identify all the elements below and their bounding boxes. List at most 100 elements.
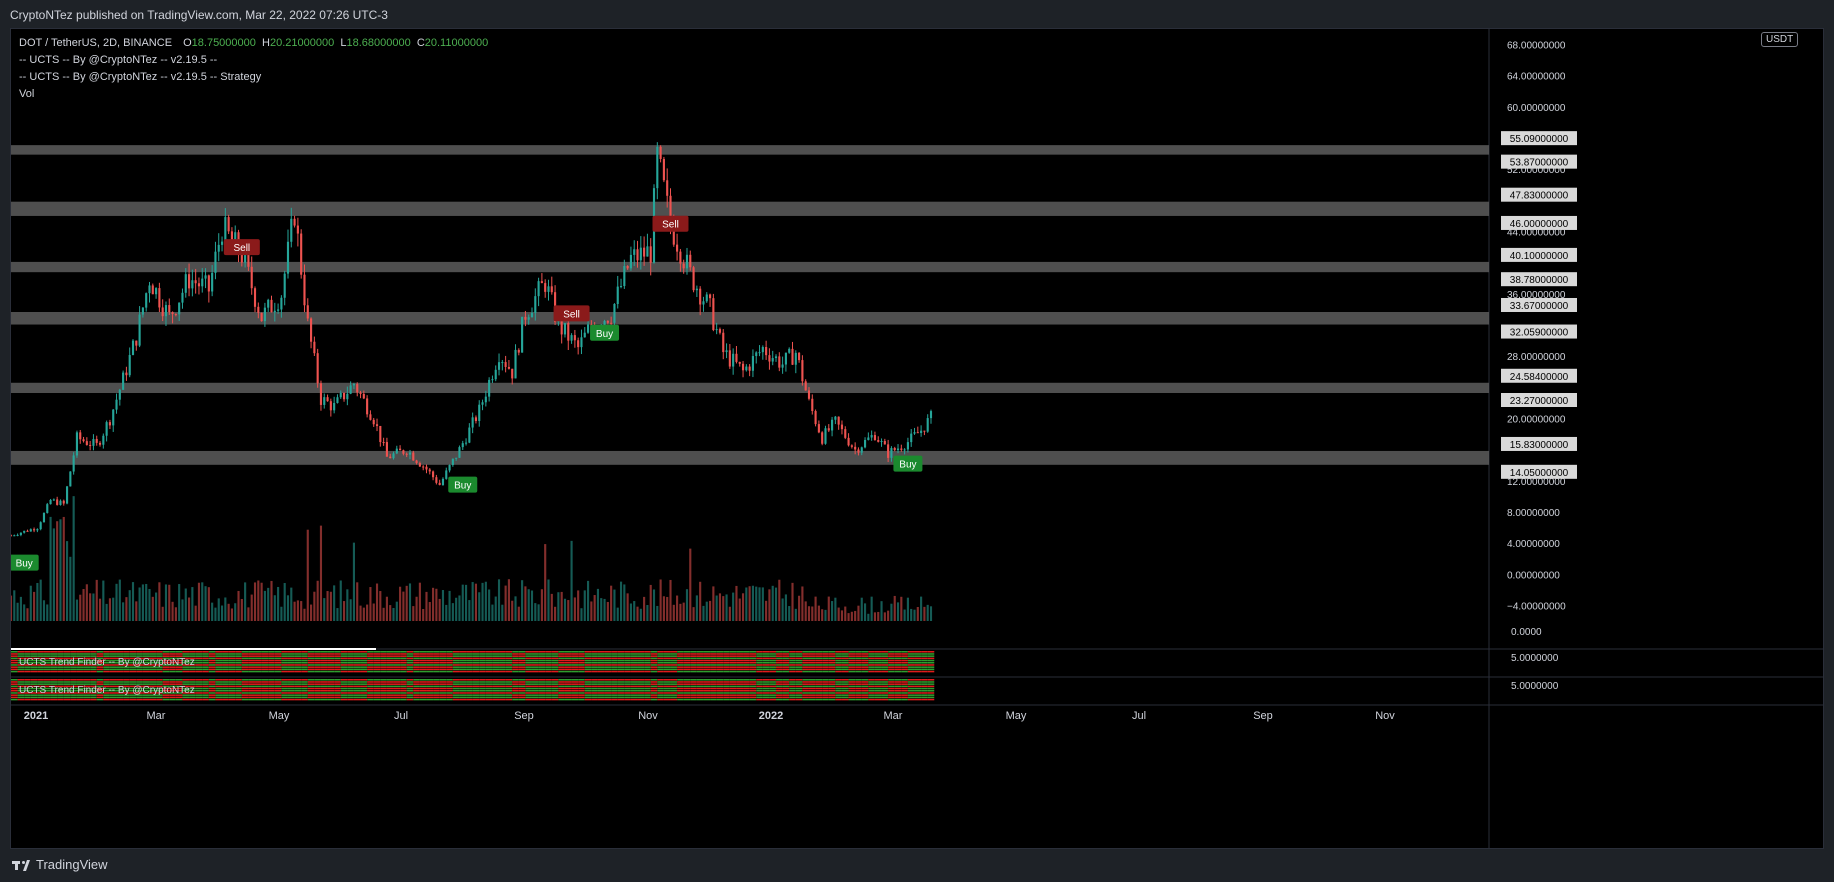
volume-bar [623,584,626,621]
candle-body [659,146,662,159]
candle-body [273,310,276,313]
candle-body [207,275,210,292]
volume-bar [329,591,332,621]
volume-bar [280,606,283,621]
volume-bar [722,596,725,621]
trend-finder-label-1[interactable]: UCTS Trend Finder -- By @CryptoNTez [19,657,195,668]
candle-body [214,251,217,273]
candle-body [567,323,570,341]
indicator-ucts-strategy[interactable]: -- UCTS -- By @CryptoNTez -- v2.19.5 -- … [19,71,262,83]
candle-body [817,424,820,433]
volume-bar [151,596,154,621]
candle-body [504,362,507,367]
candle-body [290,218,293,242]
candle-body [702,301,705,305]
tradingview-logo[interactable]: TradingView [12,857,108,872]
volume-bar [131,582,135,621]
zone-price-label: 32.05900000 [1510,328,1569,339]
sr-zone-4 [11,382,1489,394]
candle-body [834,416,837,420]
candle-body [765,347,768,356]
volume-bar [570,540,573,621]
candle-body [863,439,867,448]
volume-bar [831,601,834,621]
candle-body [115,399,118,410]
candle-body [253,288,257,307]
volume-bar [626,593,629,621]
volume-bar [807,606,811,621]
zone-price-tag [1501,247,1577,262]
candle-body [392,453,395,459]
currency-badge[interactable]: USDT [1761,32,1799,47]
candle-body [178,302,181,315]
candle-body [840,424,844,430]
candle-body [11,535,13,537]
volume-bar [900,596,903,621]
x-tick-label: 2021 [24,710,48,722]
volume-bar [448,590,451,621]
candle-body [389,456,392,459]
x-tick-label: Nov [638,710,658,722]
indicator-volume[interactable]: Vol [19,88,35,100]
candle-body [405,453,408,455]
candle-body [827,428,830,431]
volume-bar [316,580,319,621]
volume-bar [771,585,774,621]
candle-body [511,368,514,379]
y-tick-label: 8.00000000 [1507,508,1560,519]
candle-body [158,288,161,308]
symbol-row[interactable]: DOT / TetherUS, 2D, BINANCE O18.75000000… [19,35,488,52]
volume-bar [702,605,705,621]
volume-bar [435,588,438,621]
volume-bar [834,597,837,621]
candle-body [181,292,184,303]
candle-body [547,286,550,292]
candle-body [583,332,586,338]
candle-body [709,294,712,299]
candle-body [636,249,639,261]
volume-bar [300,601,303,621]
zone-price-tag [1501,464,1577,479]
y-tick-label: 28.00000000 [1507,352,1566,363]
candle-body [375,424,379,426]
volume-bar [141,584,144,621]
sr-zone-5 [11,450,1489,465]
signal-buy-0 [11,554,39,571]
candle-body [603,320,606,327]
volume-bar [227,603,230,621]
volume-bar [428,602,431,621]
symbol-name[interactable]: DOT / TetherUS, 2D, BINANCE [19,37,173,49]
chart-frame[interactable]: DOT / TetherUS, 2D, BINANCE O18.75000000… [10,28,1824,849]
volume-bar [517,606,520,621]
indicator-ucts[interactable]: -- UCTS -- By @CryptoNTez -- v2.19.5 -- [19,54,218,66]
price-chart[interactable]: Buy Sell Buy Sell Buy Sell Buy 68.00000000 64.00… [11,29,1823,848]
volume-bar [13,590,16,621]
volume-bar [372,603,375,621]
candle-body [811,398,814,412]
candle-body [42,512,46,523]
candle-body [65,486,69,504]
candle-body [224,217,227,242]
volume-bar [804,601,807,621]
candle-body [422,466,425,468]
trend-finder-label-2[interactable]: UCTS Trend Finder -- By @CryptoNTez [19,685,195,696]
candle-body [95,438,98,443]
candle-body [257,306,260,313]
candle-body [240,253,243,263]
volume-bar [464,584,468,621]
candle-body [118,389,121,400]
candle-body [916,432,919,434]
candle-body [639,247,642,261]
zone-price-tag [1501,436,1577,451]
volume-bar [42,600,46,621]
volume-bar [705,601,708,621]
volume-bar [669,579,672,621]
footer: TradingView [0,849,1834,882]
candle-body [577,340,580,348]
chart-legend: DOT / TetherUS, 2D, BINANCE O18.75000000… [19,35,488,103]
x-tick-label: Jul [394,710,408,722]
volume-bar [798,595,801,621]
volume-bar [306,529,309,621]
candle-body [56,499,59,505]
candle-body [346,393,349,400]
